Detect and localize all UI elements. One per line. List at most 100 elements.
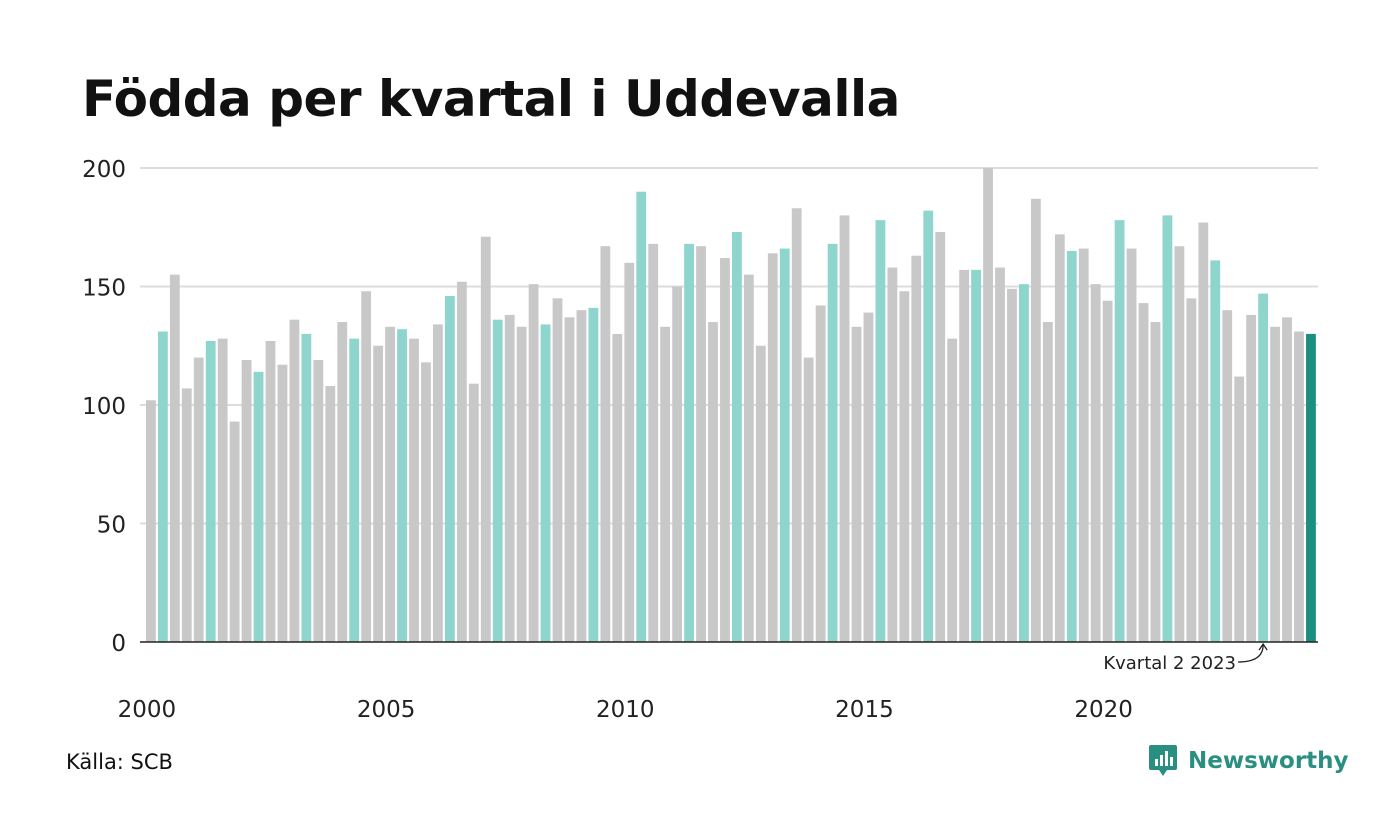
bar	[421, 362, 431, 642]
source-note: Källa: SCB	[66, 750, 173, 774]
bar	[205, 341, 216, 642]
bar	[1258, 293, 1269, 642]
bar	[373, 345, 384, 642]
chart-title: Födda per kvartal i Uddevalla	[82, 70, 900, 128]
bar	[971, 269, 981, 642]
bar	[1282, 317, 1292, 642]
bar	[1150, 322, 1161, 642]
bar	[983, 168, 993, 642]
bar	[755, 345, 766, 642]
bar	[552, 298, 563, 642]
bar	[564, 317, 575, 642]
bar	[767, 253, 778, 642]
bar	[169, 274, 180, 642]
bar	[337, 322, 348, 642]
bar	[504, 314, 515, 642]
bar	[779, 248, 790, 642]
bar	[409, 338, 419, 642]
bar	[827, 243, 838, 642]
bar	[947, 338, 958, 642]
bar	[516, 326, 527, 642]
bar	[397, 329, 407, 642]
y-tick-label: 150	[82, 276, 126, 302]
bar	[588, 307, 599, 642]
bar	[181, 388, 192, 642]
bar	[253, 371, 264, 642]
y-tick-label: 50	[97, 513, 126, 539]
bar	[1090, 284, 1101, 642]
x-tick-label: 2010	[596, 697, 655, 723]
bar	[480, 236, 491, 643]
bar	[851, 326, 862, 642]
bar	[1042, 322, 1053, 642]
brand-name: Newsworthy	[1188, 748, 1349, 774]
bar	[433, 324, 443, 642]
bar	[1306, 333, 1316, 642]
bar	[1030, 198, 1041, 642]
bar	[313, 359, 324, 642]
x-axis-ticks: 2000 2005 2010 2015 2020	[118, 697, 1133, 723]
y-tick-label: 100	[82, 394, 126, 420]
bar	[815, 305, 826, 642]
bar	[839, 215, 850, 642]
y-axis-ticks: 0 50 100 150 200	[82, 157, 126, 657]
bar	[743, 274, 754, 642]
bar	[660, 326, 671, 642]
newsworthy-icon	[1149, 745, 1177, 776]
bar	[887, 267, 898, 642]
bar	[1210, 260, 1221, 642]
y-tick-label: 0	[111, 631, 126, 657]
brand-logo[interactable]: Newsworthy	[1148, 744, 1349, 778]
bar	[385, 326, 395, 642]
y-tick-label: 200	[82, 157, 126, 183]
bar	[1102, 300, 1113, 642]
bar	[217, 338, 228, 642]
annotation-label: Kvartal 2 2023	[1103, 653, 1236, 674]
bar	[289, 319, 300, 642]
bar	[696, 246, 706, 642]
bar	[612, 333, 623, 642]
bar	[1222, 310, 1233, 642]
bar	[791, 208, 802, 643]
bar	[648, 243, 659, 642]
bar	[923, 210, 934, 642]
x-tick-label: 2005	[357, 697, 416, 723]
bar	[301, 333, 312, 642]
bar	[1066, 250, 1077, 642]
bar	[1198, 222, 1209, 642]
bar	[1138, 303, 1149, 642]
bar	[959, 269, 970, 642]
bar	[1162, 215, 1173, 642]
bar	[325, 386, 336, 642]
bar	[911, 255, 922, 642]
bar	[349, 338, 360, 642]
bar	[229, 421, 240, 642]
bar	[277, 364, 288, 642]
bar	[684, 243, 694, 642]
bar	[265, 341, 276, 642]
bar	[1114, 220, 1125, 642]
x-tick-label: 2020	[1074, 697, 1133, 723]
bar	[492, 319, 503, 642]
bar	[528, 284, 539, 642]
bar	[863, 312, 874, 642]
bar	[875, 220, 886, 642]
bar	[1294, 331, 1304, 642]
bar	[803, 357, 814, 642]
bar	[146, 400, 156, 642]
bar	[1126, 248, 1137, 642]
bar	[241, 359, 252, 642]
bar	[1174, 246, 1185, 642]
bar	[361, 291, 372, 642]
bar	[624, 262, 635, 642]
annotation-arrow	[1237, 642, 1268, 663]
bar	[157, 331, 168, 642]
x-tick-label: 2015	[835, 697, 894, 723]
bar	[456, 281, 467, 642]
bar	[444, 295, 455, 642]
bar	[995, 267, 1005, 642]
x-tick-label: 2000	[118, 697, 177, 723]
bar	[720, 258, 730, 642]
bar	[1054, 234, 1065, 643]
